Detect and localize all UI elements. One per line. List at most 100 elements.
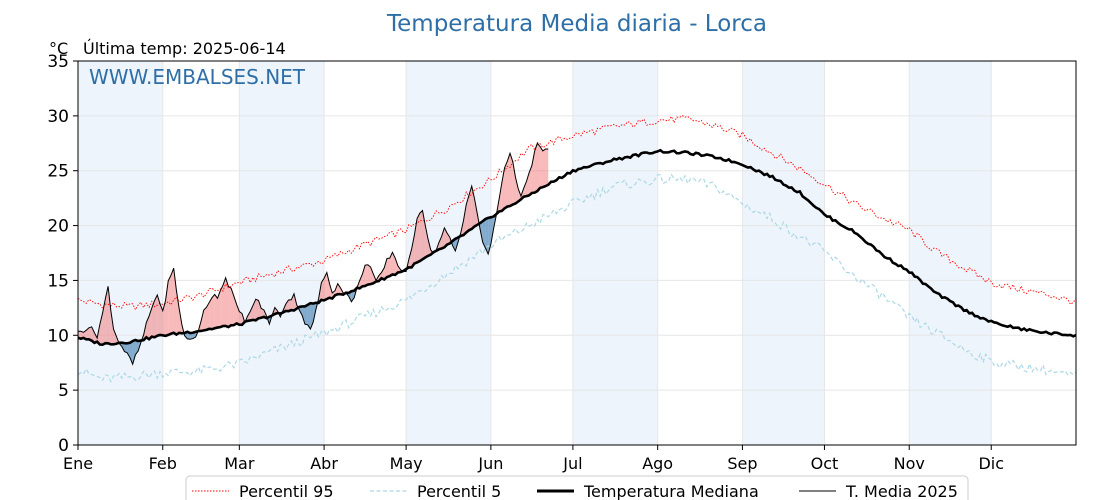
deviation-fill-day-21 — [132, 340, 136, 365]
legend-label-median: Temperatura Mediana — [583, 482, 759, 500]
deviation-fill-day-105 — [362, 265, 366, 287]
deviation-fill-day-78 — [288, 299, 292, 312]
deviation-fill-day-51 — [214, 294, 218, 329]
series-line-percentil-95 — [77, 115, 1077, 311]
deviation-fill-day-12 — [108, 286, 111, 345]
ytick-label-30: 30 — [47, 107, 69, 127]
deviation-fill-day-50 — [211, 294, 215, 330]
xtick-label-feb: Feb — [149, 454, 177, 473]
xtick-label-mar: Mar — [224, 454, 255, 473]
month-shade-nov — [909, 61, 992, 445]
deviation-fill-day-92 — [326, 272, 330, 299]
deviation-fill-day-159 — [510, 153, 513, 206]
watermark: WWW.EMBALSES.NET — [89, 65, 306, 89]
xtick-label-oct: Oct — [811, 454, 839, 473]
deviation-fill-day-126 — [419, 210, 423, 262]
xtick-label-nov: Nov — [894, 454, 925, 473]
deviation-fill-day-84 — [304, 304, 308, 325]
deviation-fill-day-134 — [441, 227, 445, 249]
deviation-fill-day-104 — [359, 274, 363, 289]
deviation-fill-day-136 — [447, 233, 450, 245]
deviation-fill-day-63 — [247, 311, 251, 321]
deviation-fill-day-142 — [463, 204, 467, 236]
legend: Percentil 95 Percentil 5 Temperatura Med… — [185, 475, 969, 500]
deviation-fill-day-146 — [474, 198, 478, 227]
month-shade-mar — [239, 61, 325, 445]
deviation-fill-day-37 — [176, 290, 180, 335]
series-line-percentil-5 — [77, 173, 1077, 383]
deviation-fill-day-68 — [261, 308, 264, 318]
unit-label: °C — [49, 39, 68, 58]
deviation-fill-day-18 — [124, 343, 128, 353]
plot-frame — [77, 60, 1077, 446]
deviation-fill-day-160 — [512, 161, 516, 205]
deviation-fill-day-59 — [236, 304, 240, 325]
deviation-fill-day-67 — [258, 300, 262, 319]
deviation-fill-day-161 — [515, 177, 519, 204]
deviation-fill-day-155 — [499, 182, 502, 212]
deviation-fill-day-107 — [367, 264, 371, 285]
deviation-fill-day-64 — [250, 305, 253, 321]
xtick-label-jun: Jun — [477, 454, 503, 473]
deviation-fill-day-143 — [466, 195, 469, 233]
last-temp-label: Última temp: 2025-06-14 — [83, 39, 286, 58]
deviation-fill-day-6 — [91, 326, 95, 343]
deviation-fill-day-168 — [534, 143, 538, 193]
xtick-label-ene: Ene — [63, 454, 93, 473]
deviation-fill-day-22 — [135, 340, 139, 355]
deviation-fill-day-165 — [526, 172, 530, 197]
deviation-fill-day-55 — [225, 277, 229, 328]
deviation-fill-day-57 — [231, 288, 234, 326]
deviation-fill-day-28 — [151, 300, 155, 338]
ytick-label-35: 35 — [47, 52, 69, 72]
deviation-fill-day-60 — [239, 311, 243, 325]
deviation-fill-day-91 — [324, 272, 327, 301]
deviation-fill-day-106 — [365, 264, 368, 286]
deviation-fill-day-66 — [255, 299, 259, 321]
ytick-label-20: 20 — [47, 217, 69, 237]
deviation-fill-day-11 — [105, 286, 109, 344]
deviation-fill-day-122 — [408, 249, 412, 268]
deviation-fill-day-150 — [485, 217, 489, 255]
deviation-fill-day-42 — [190, 332, 193, 340]
deviation-fill-day-156 — [501, 167, 505, 211]
deviation-fill-day-14 — [113, 329, 117, 345]
deviation-fill-day-164 — [523, 181, 527, 197]
deviation-fill-day-79 — [291, 293, 295, 311]
deviation-fill-day-49 — [209, 297, 212, 330]
ytick-label-15: 15 — [47, 271, 69, 291]
legend-item-p95: Percentil 95 — [192, 482, 334, 500]
deviation-fill-day-33 — [165, 280, 169, 336]
deviation-fill-day-56 — [228, 286, 232, 328]
deviation-fill-day-113 — [384, 258, 387, 280]
deviation-fill-day-77 — [285, 299, 289, 312]
deviation-fill-day-167 — [531, 151, 535, 194]
deviation-fill-day-170 — [540, 146, 543, 188]
series-line-t-media-2025 — [77, 142, 549, 366]
deviation-fill-day-133 — [438, 236, 442, 250]
deviation-fill-day-112 — [381, 267, 385, 280]
xtick-label-dic: Dic — [978, 454, 1004, 473]
month-shading — [78, 61, 992, 445]
deviation-fill-day-36 — [173, 268, 177, 335]
deviation-fill-day-35 — [170, 268, 174, 334]
deviation-fill-day-85 — [307, 303, 311, 330]
deviation-fill-day-83 — [302, 306, 305, 325]
month-shade-sep — [742, 61, 825, 445]
deviation-fill-day-152 — [490, 216, 494, 245]
month-shade-ene — [78, 61, 163, 445]
deviation-fill-day-123 — [411, 235, 415, 268]
deviation-fill-day-149 — [482, 219, 486, 249]
deviation-fill-day-34 — [168, 275, 171, 335]
deviation-fill-day-125 — [417, 213, 420, 263]
deviation-fill-day-9 — [99, 312, 103, 345]
deviation-areas — [78, 143, 549, 365]
deviation-fill-day-108 — [370, 267, 374, 285]
series-lines — [77, 115, 1077, 383]
deviation-fill-day-116 — [392, 252, 396, 275]
xtick-label-ago: Ago — [642, 454, 673, 473]
deviation-fill-day-90 — [321, 278, 325, 301]
deviation-fill-day-29 — [154, 295, 158, 338]
legend-label-p5: Percentil 5 — [417, 482, 501, 500]
deviation-fill-day-52 — [217, 291, 221, 328]
